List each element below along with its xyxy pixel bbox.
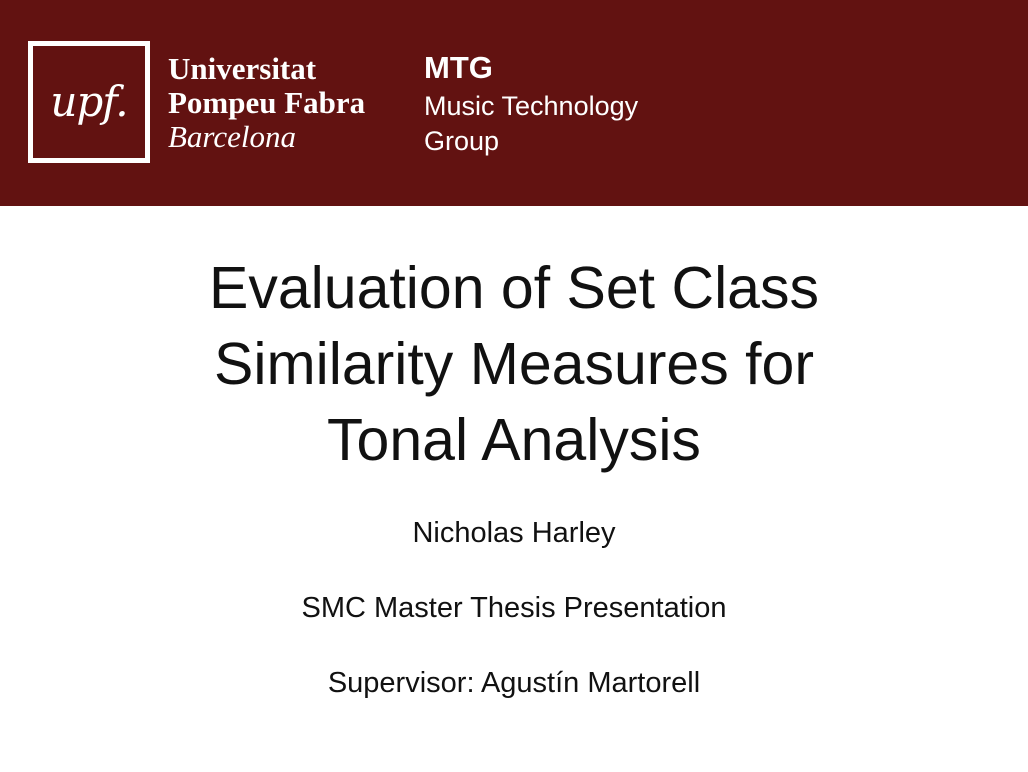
group-name-line2: Group (424, 126, 500, 156)
upf-logo-mark: upf. (50, 77, 128, 126)
header-banner: upf. Universitat Pompeu Fabra Barcelona … (0, 0, 1028, 206)
author-name: Nicholas Harley (412, 517, 616, 549)
university-city: Barcelona (168, 119, 296, 154)
group-name-line1: Music Technology (424, 91, 639, 121)
title-line-2: Similarity Measures for (214, 331, 814, 397)
slide-title: Evaluation of Set Class Similarity Measu… (0, 250, 1028, 478)
title-line-3: Tonal Analysis (327, 407, 701, 473)
group-acronym: MTG (424, 50, 493, 85)
presentation-event: SMC Master Thesis Presentation (301, 592, 727, 624)
university-name-line1: Universitat (168, 51, 317, 86)
university-name-line2: Pompeu Fabra (168, 85, 366, 120)
supervisor-name: Supervisor: Agustín Martorell (327, 667, 701, 699)
title-line-1: Evaluation of Set Class (209, 255, 819, 321)
upf-logo: upf. (28, 41, 150, 163)
